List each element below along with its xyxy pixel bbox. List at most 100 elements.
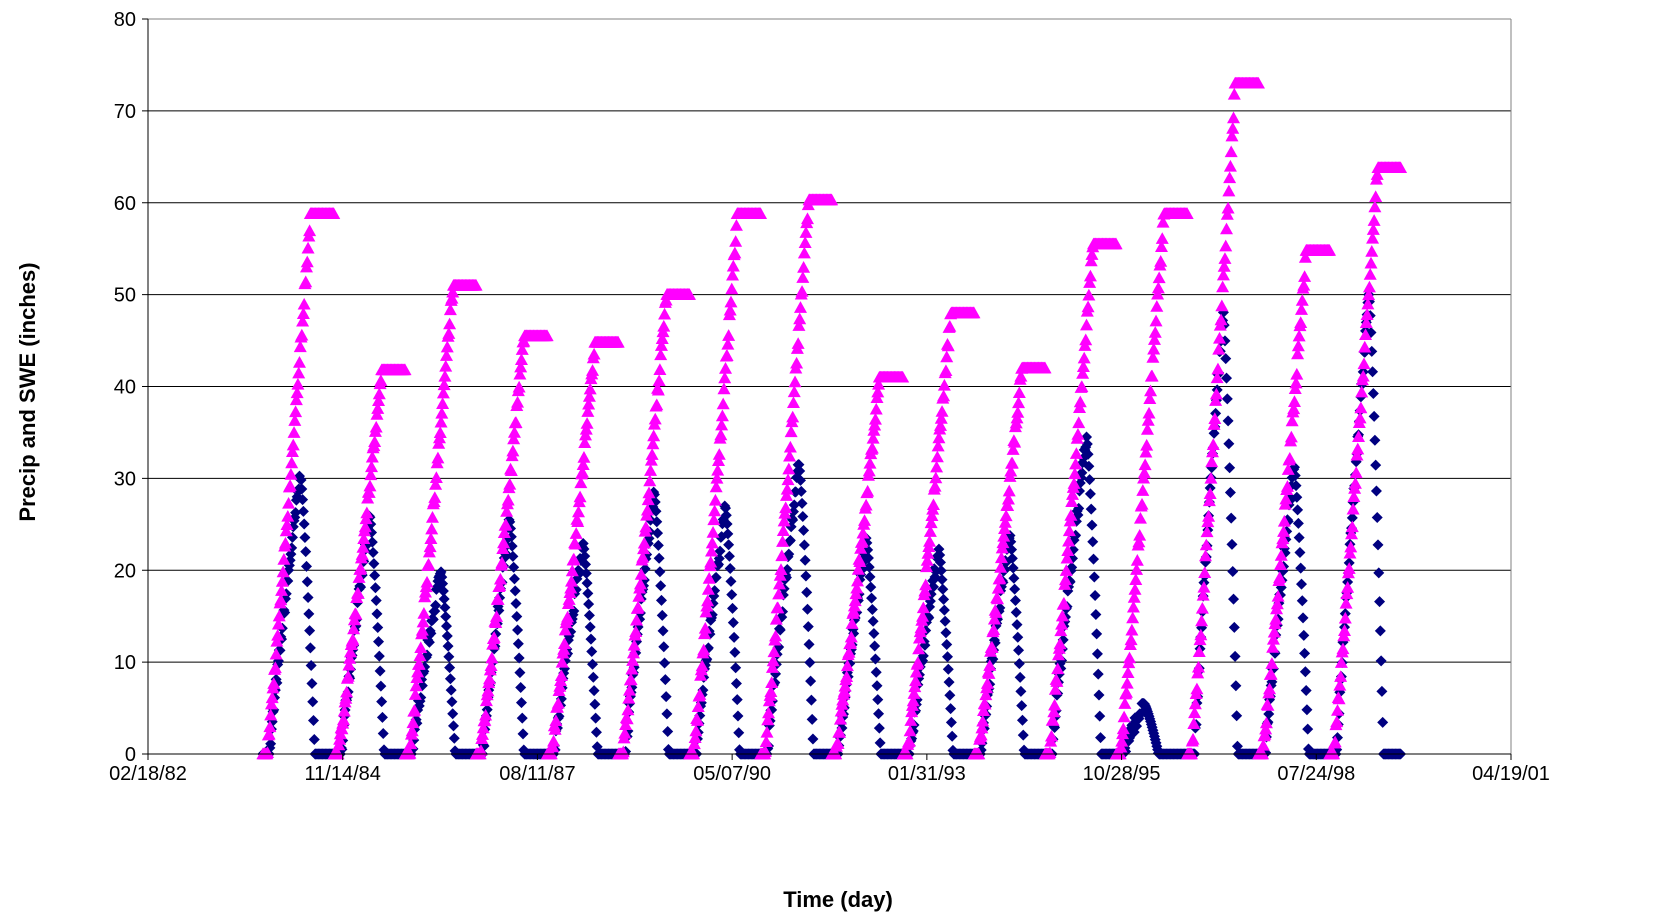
- swe-point: [794, 465, 806, 477]
- swe-point: [1082, 448, 1094, 460]
- precip-point: [398, 363, 412, 376]
- precip-point: [658, 307, 672, 320]
- precip-point: [356, 541, 370, 553]
- precip-point: [1144, 384, 1158, 397]
- precip-point: [1119, 686, 1133, 698]
- tick-labels: 0 10 20 30 40 50 60 70 80 02/18/82 11/14/84 08/11/8…: [109, 9, 1550, 785]
- precip-point: [688, 731, 702, 743]
- swe-point: [794, 474, 806, 486]
- precip-point: [371, 402, 385, 414]
- precip-point: [919, 560, 933, 573]
- precip-point: [1211, 362, 1225, 375]
- precip-point: [704, 555, 718, 568]
- precip-point: [1213, 331, 1227, 344]
- precip-point: [725, 282, 739, 295]
- precip-point: [1116, 722, 1130, 735]
- precip-point: [412, 657, 426, 670]
- precip-point: [1062, 524, 1076, 537]
- swe-point: [724, 563, 736, 575]
- precip-point: [439, 359, 453, 372]
- precip-point: [721, 337, 735, 350]
- precip-point: [1295, 294, 1309, 306]
- swe-point: [447, 708, 459, 720]
- precip-point: [286, 438, 300, 451]
- precip-point: [683, 288, 697, 300]
- swe-point: [720, 502, 732, 514]
- swe-point: [430, 599, 442, 611]
- precip-point: [919, 578, 933, 591]
- precip-point: [720, 349, 734, 362]
- swe-point: [774, 624, 786, 636]
- precip-point: [583, 382, 597, 395]
- precip-point: [653, 363, 667, 375]
- swe-point: [303, 608, 315, 620]
- swe-point: [1370, 485, 1382, 497]
- precip-point: [760, 725, 774, 738]
- precip-point: [1366, 223, 1380, 235]
- precip-series: [256, 76, 1408, 760]
- precip-point: [580, 417, 594, 429]
- precip-point: [976, 714, 990, 727]
- precip-point: [369, 420, 383, 433]
- swe-point: [1083, 460, 1095, 472]
- precip-point: [282, 496, 296, 509]
- precip-point: [1133, 511, 1147, 524]
- precip-point: [1345, 520, 1359, 533]
- precip-point: [856, 526, 870, 539]
- precip-point: [1358, 340, 1372, 353]
- swe-point: [581, 577, 593, 589]
- precip-point: [1154, 255, 1168, 267]
- precip-point: [1290, 367, 1304, 380]
- swe-point: [1224, 462, 1236, 474]
- precip-point: [765, 676, 779, 688]
- swe-point: [795, 485, 807, 497]
- swe-point: [1090, 608, 1102, 620]
- swe-point: [516, 712, 528, 724]
- precip-point: [1073, 395, 1087, 408]
- precip-point: [1274, 549, 1288, 561]
- precip-point: [937, 378, 951, 391]
- precip-point: [577, 451, 591, 463]
- swe-point: [1298, 629, 1310, 641]
- swe-point: [726, 589, 738, 601]
- precip-point: [930, 450, 944, 463]
- swe-point: [376, 696, 388, 708]
- precip-point: [1217, 260, 1231, 272]
- precip-point: [1226, 121, 1240, 134]
- precip-point: [509, 416, 523, 428]
- precip-point: [932, 431, 946, 444]
- swe-point: [650, 505, 662, 517]
- swe-point: [872, 694, 884, 706]
- precip-point: [689, 724, 703, 737]
- precip-point: [1195, 614, 1209, 627]
- precip-point: [907, 687, 921, 699]
- precip-point: [1055, 609, 1069, 622]
- precip-point: [862, 464, 876, 477]
- precip-point: [1125, 623, 1139, 636]
- precip-point: [925, 509, 939, 521]
- swe-point: [938, 593, 950, 605]
- precip-point: [796, 271, 810, 283]
- precip-point: [1050, 675, 1064, 687]
- precip-point: [1184, 747, 1198, 760]
- precip-point: [1216, 268, 1230, 281]
- precip-point: [1145, 369, 1159, 382]
- swe-point: [443, 651, 455, 663]
- precip-point: [1277, 514, 1291, 527]
- precip-point: [1366, 231, 1380, 244]
- precip-point: [276, 565, 290, 578]
- precip-point: [983, 659, 997, 671]
- precip-point: [914, 621, 928, 634]
- precip-point: [1284, 430, 1298, 443]
- precip-point: [1059, 564, 1073, 576]
- swe-point: [510, 597, 522, 609]
- swe-point: [868, 627, 880, 639]
- precip-point: [637, 536, 651, 549]
- swe-point: [864, 571, 876, 583]
- precip-point: [1198, 566, 1212, 579]
- swe-point: [937, 583, 949, 595]
- precip-point: [923, 525, 937, 537]
- precip-point: [1292, 329, 1306, 342]
- precip-point: [1227, 111, 1241, 124]
- precip-point: [297, 297, 311, 310]
